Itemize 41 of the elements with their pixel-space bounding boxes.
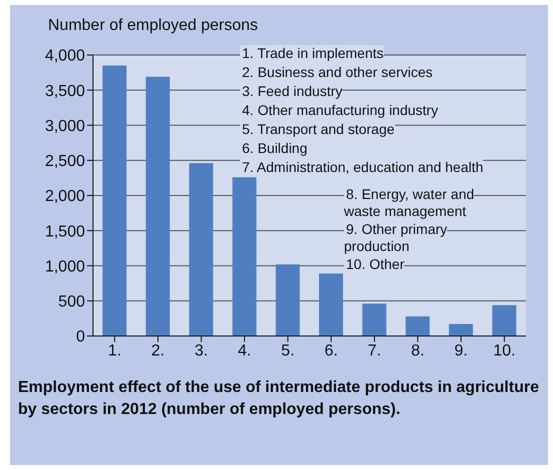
bar (146, 76, 170, 336)
bar (492, 305, 516, 336)
x-tick-label: 4. (238, 342, 252, 360)
x-tick-label: 2. (151, 342, 165, 360)
y-tick-label: 2,500 (44, 153, 86, 170)
annotation: 10. Other (344, 256, 404, 272)
y-tick-label: 0 (76, 328, 86, 346)
bar (319, 273, 344, 336)
annotation: 9. Other primary production (344, 221, 448, 254)
bar (189, 163, 214, 336)
x-tick-label: 10. (493, 342, 516, 360)
y-tick-label: 2,000 (44, 188, 86, 206)
y-tick-label: 500 (58, 294, 86, 311)
x-tick-label: 3. (194, 342, 208, 360)
bar (448, 324, 473, 336)
bar (362, 304, 386, 336)
x-tick-label: 1. (108, 342, 122, 360)
x-tick-label: 5. (281, 342, 295, 360)
bar (406, 316, 430, 336)
y-tick-label: 3,000 (44, 118, 86, 135)
text: Employment effect of the use of intermediate products in agriculture by sectors in 2012 (number of employed persons). (18, 378, 540, 420)
y-tick-label: 1,000 (44, 258, 86, 276)
bar (232, 177, 256, 336)
x-tick-label: 6. (324, 342, 338, 360)
y-tick-label: 3,500 (44, 82, 86, 100)
bar (276, 264, 300, 336)
annotation: 2. Business and other services (240, 64, 433, 80)
x-tick-label: 8. (411, 342, 424, 360)
annotation: 1. Trade in implements (240, 45, 384, 61)
annotation: 3. Feed industry (240, 83, 342, 99)
y-axis-title: Number of employed persons (48, 17, 258, 35)
x-tick-label: 9. (454, 342, 468, 360)
annotation: 4. Other manufacturing industry (240, 102, 438, 118)
x-tick-label: 7. (368, 342, 382, 360)
annotation: 5. Transport and storage (240, 121, 395, 137)
bar (102, 66, 127, 336)
annotation: 7. Administration, education and health (240, 159, 484, 175)
annotation: 6. Building (240, 140, 308, 156)
y-tick-label: 1,500 (44, 223, 86, 240)
annotation: 8. Energy, water and waste management (344, 186, 474, 219)
y-tick-label: 4,000 (44, 48, 86, 65)
